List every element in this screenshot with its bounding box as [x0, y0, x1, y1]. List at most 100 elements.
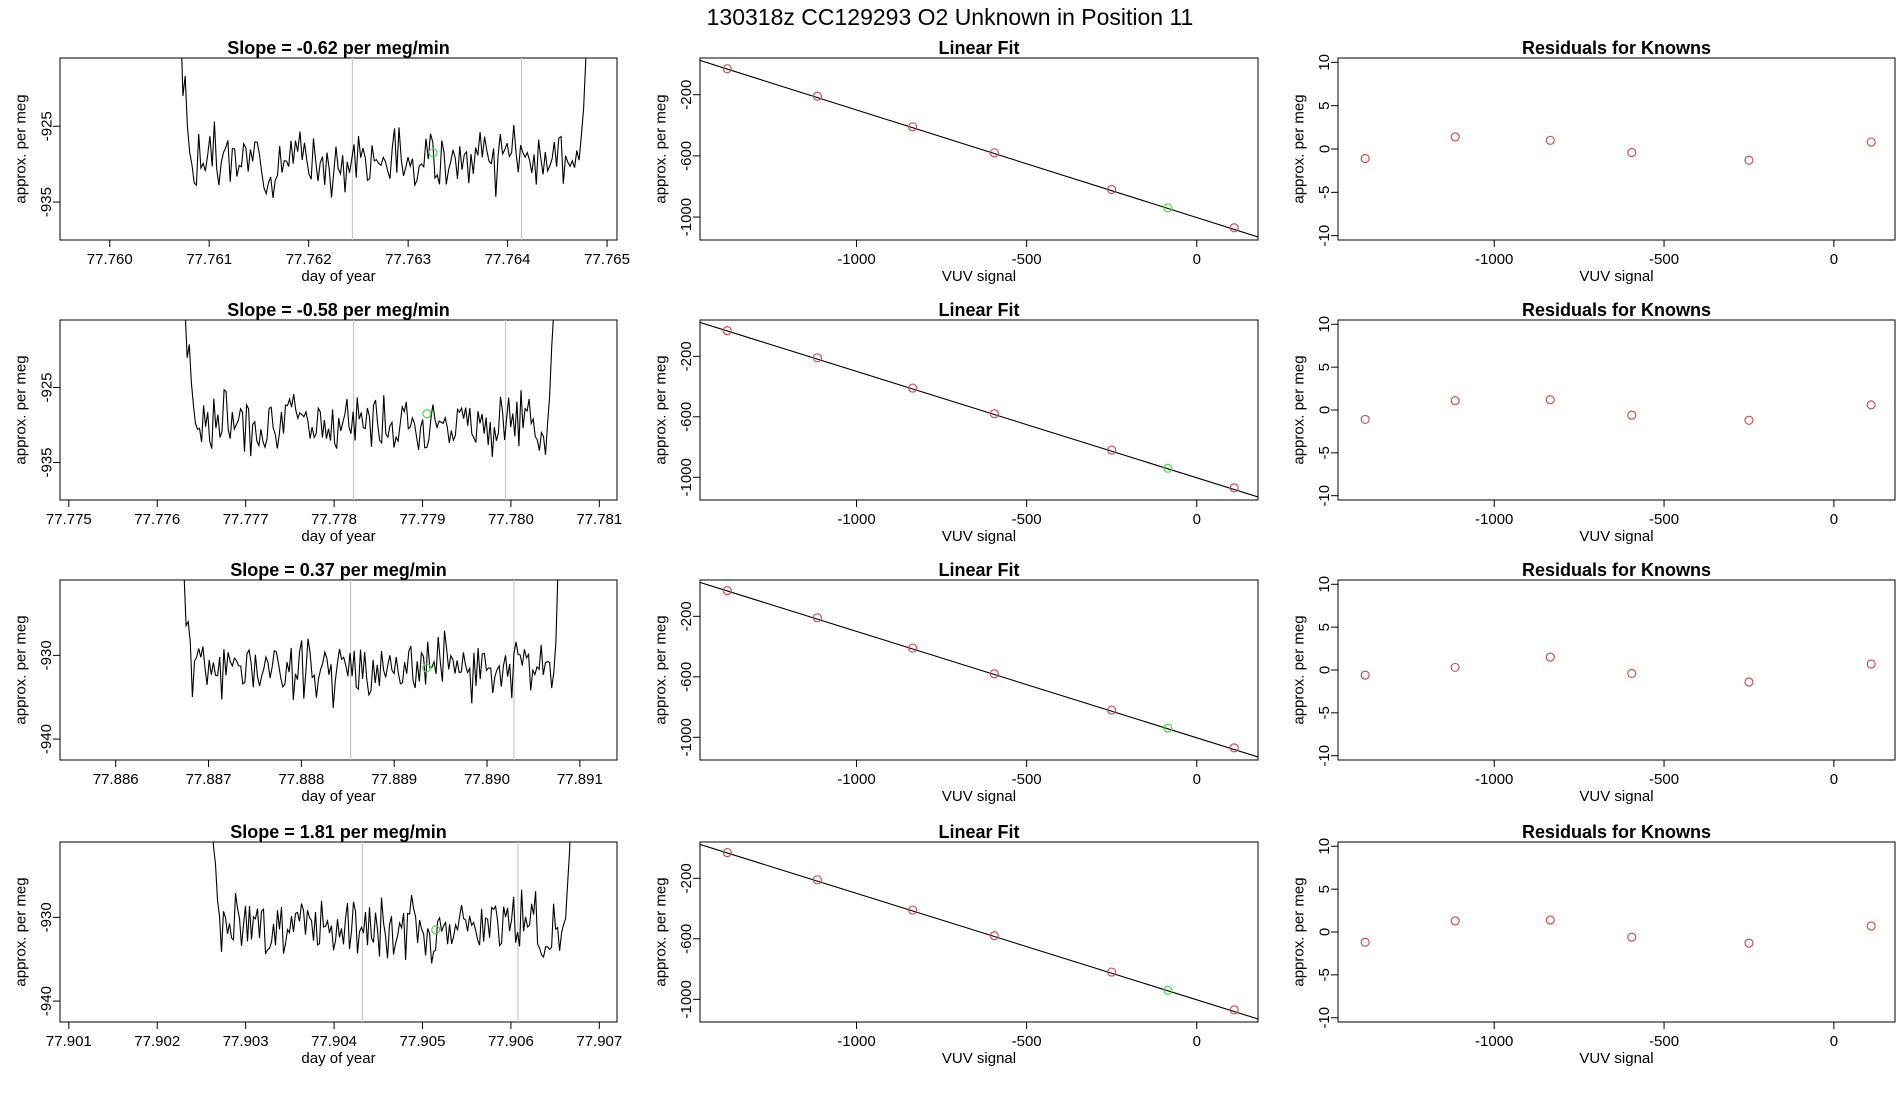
known-point	[722, 64, 732, 74]
x-tick-label: 77.777	[223, 511, 269, 528]
x-tick-label: 77.775	[46, 511, 92, 528]
x-tick-label: 77.901	[46, 1033, 92, 1050]
known-point	[812, 91, 822, 101]
plot-frame	[1337, 319, 1896, 501]
residual-point	[1545, 395, 1555, 405]
plot-area	[212, 842, 571, 1022]
y-tick-label: -925	[38, 372, 55, 402]
y-axis-label: approx. per meg	[652, 877, 669, 986]
y-tick-label: -600	[678, 924, 695, 954]
known-point	[722, 585, 732, 596]
y-axis: 10 5 0 -5 -10	[1316, 576, 1338, 767]
unknown-point	[1163, 985, 1173, 995]
residual-point	[1744, 938, 1754, 948]
known-point	[1107, 445, 1117, 455]
x-tick-label: 77.891	[557, 771, 603, 788]
y-tick-label: -1000	[678, 198, 695, 236]
x-tick-label: 77.889	[371, 771, 417, 788]
x-axis: -1000 -500 0	[837, 239, 1201, 268]
plot-area	[700, 59, 1258, 238]
residual-point	[1866, 921, 1876, 931]
y-tick-label: -600	[678, 402, 695, 432]
unknown-point	[1163, 203, 1173, 213]
x-axis-label: VUV signal	[1579, 268, 1653, 285]
known-point	[1229, 223, 1239, 233]
panel-title: Slope = -0.62 per meg/min	[227, 38, 450, 58]
y-tick-label: -1000	[678, 718, 695, 756]
panel-title: Linear Fit	[938, 38, 1019, 58]
known-point	[1229, 1005, 1239, 1015]
y-axis-label: approx. per meg	[652, 355, 669, 464]
known-point	[989, 148, 999, 158]
y-tick-label: -200	[678, 80, 695, 110]
x-tick-label: -500	[1649, 771, 1679, 788]
y-tick-label: -10	[1316, 225, 1333, 247]
x-axis: -1000 -500 0	[837, 499, 1201, 528]
x-axis: -1000 -500 0	[1475, 499, 1838, 528]
y-tick-label: 0	[1316, 145, 1333, 153]
residual-point	[1545, 135, 1555, 145]
x-tick-label: -500	[1012, 1033, 1042, 1050]
y-axis: -930 -940	[38, 640, 60, 754]
known-point	[908, 122, 918, 132]
x-tick-label: 77.776	[134, 511, 180, 528]
x-tick-label: 0	[1193, 1033, 1201, 1050]
y-tick-label: -935	[38, 187, 55, 217]
x-tick-label: 77.781	[576, 511, 622, 528]
y-axis-label: approx. per meg	[12, 615, 29, 724]
x-axis-label: VUV signal	[1579, 788, 1653, 805]
x-axis-label: day of year	[301, 268, 375, 285]
x-axis-label: day of year	[301, 788, 375, 805]
known-point	[1107, 184, 1117, 195]
y-axis: -200 -600 -1000	[678, 863, 700, 1018]
known-point	[989, 931, 999, 941]
x-axis-label: day of year	[301, 528, 375, 545]
x-tick-label: 77.887	[186, 771, 232, 788]
y-axis: -200 -600 -1000	[678, 80, 700, 236]
plot-frame	[1337, 57, 1896, 241]
y-tick-label: -5	[1316, 706, 1333, 719]
residual-point	[1866, 137, 1876, 147]
residual-point	[1360, 670, 1370, 680]
x-tick-label: 77.905	[400, 1033, 446, 1050]
x-tick-label: -500	[1649, 1033, 1679, 1050]
y-tick-label: 5	[1316, 363, 1333, 371]
panel-1-2: Linear Fit -1000 -500 0 VUV signal -200 -600 -1…	[652, 38, 1259, 285]
residual-point	[1450, 132, 1460, 142]
x-tick-label: 77.906	[488, 1033, 534, 1050]
residual-point	[1866, 659, 1876, 669]
x-tick-label: -1000	[837, 511, 875, 528]
x-axis: 77.775 77.776 77.777 77.778 77.779 77.780 77.7…	[46, 499, 622, 528]
x-tick-label: 0	[1193, 771, 1201, 788]
residual-point	[1627, 147, 1637, 158]
plot-frame	[1337, 579, 1896, 761]
y-tick-label: -200	[678, 863, 695, 893]
figure-title: 130318z CC129293 O2 Unknown in Position …	[707, 4, 1194, 30]
y-axis: -925 -935	[38, 372, 60, 478]
x-tick-label: -500	[1012, 511, 1042, 528]
y-axis-label: approx. per meg	[1290, 877, 1307, 986]
x-axis-label: VUV signal	[942, 1050, 1016, 1067]
unknown-marker	[428, 148, 438, 158]
panel-title: Residuals for Knowns	[1522, 38, 1711, 58]
x-axis: -1000 -500 0	[1475, 239, 1838, 268]
y-axis-label: approx. per meg	[12, 355, 29, 464]
y-axis: 10 5 0 -5 -10	[1316, 54, 1338, 247]
plot-area	[700, 581, 1258, 758]
plot-frame	[59, 57, 618, 241]
x-axis: -1000 -500 0	[1475, 759, 1838, 788]
panel-2-3: Residuals for Knowns -1000 -500 0 VUV signal…	[1290, 300, 1896, 545]
y-tick-label: -940	[38, 724, 55, 754]
plot-area	[1360, 915, 1876, 948]
unknown-point	[1163, 723, 1173, 733]
x-tick-label: 0	[1830, 771, 1838, 788]
known-point	[812, 875, 822, 885]
x-tick-label: 77.779	[400, 511, 446, 528]
x-tick-label: -1000	[837, 1033, 875, 1050]
known-point	[989, 669, 999, 679]
known-point	[812, 353, 822, 363]
x-tick-label: 77.763	[385, 251, 431, 268]
